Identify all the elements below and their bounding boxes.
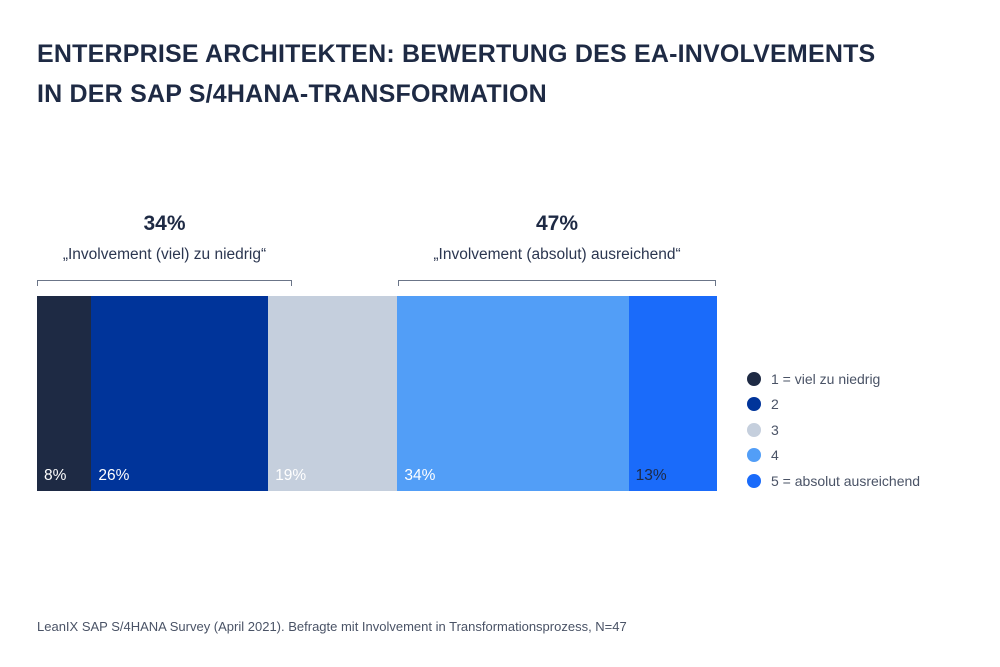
- chart-title-line-2: IN DER SAP S/4HANA-TRANSFORMATION: [37, 80, 547, 108]
- bar-segment-2: 26%: [91, 296, 269, 491]
- legend-label-3: 3: [771, 421, 779, 438]
- group-low-bracket: [37, 280, 292, 286]
- legend-label-1: 1 = viel zu niedrig: [771, 370, 881, 387]
- bar-segment-5: 13%: [628, 296, 717, 491]
- legend-item-1: 1 = viel zu niedrig: [747, 366, 920, 392]
- source-footnote: LeanIX SAP S/4HANA Survey (April 2021). …: [37, 619, 627, 634]
- chart-title-line-1: ENTERPRISE ARCHITEKTEN: BEWERTUNG DES EA…: [37, 40, 876, 68]
- bar-segment-4: 34%: [397, 296, 629, 491]
- legend-swatch-5: [747, 473, 761, 488]
- bar-segment-label-3: 19%: [275, 467, 307, 484]
- legend: 1 = viel zu niedrig 2 3 4 5 = absolut ausrei…: [747, 366, 920, 494]
- group-high-percentage: 47%: [535, 212, 579, 235]
- bar-segment-label-1: 8%: [44, 467, 67, 484]
- group-low-percentage: 34%: [143, 212, 186, 235]
- bar-segment-1: 8%: [37, 296, 92, 491]
- group-high-label: „Involvement (absolut) ausreichend“: [433, 246, 681, 263]
- legend-label-4: 4: [771, 447, 779, 464]
- bar-segment-label-2: 26%: [98, 467, 130, 484]
- bar-segment-label-4: 34%: [404, 467, 436, 484]
- legend-item-3: 3: [747, 417, 920, 443]
- bar-segment-3: 19%: [268, 296, 398, 491]
- legend-swatch-3: [747, 422, 761, 437]
- chart-title: ENTERPRISE ARCHITEKTEN: BEWERTUNG DES EA…: [37, 34, 875, 114]
- legend-item-5: 5 = absolut ausreichend: [747, 468, 920, 494]
- bar-segment-label-5: 13%: [635, 467, 667, 484]
- legend-swatch-1: [747, 371, 761, 386]
- legend-item-2: 2: [747, 392, 920, 418]
- legend-swatch-4: [747, 448, 761, 463]
- stacked-bar: 8% 26% 19% 34% 13%: [37, 296, 717, 491]
- legend-swatch-2: [747, 397, 761, 412]
- legend-label-5: 5 = absolut ausreichend: [771, 472, 921, 489]
- legend-label-2: 2: [771, 396, 779, 413]
- group-low-label: „Involvement (viel) zu niedrig“: [62, 246, 267, 263]
- group-high-bracket: [398, 280, 716, 286]
- legend-item-4: 4: [747, 443, 920, 469]
